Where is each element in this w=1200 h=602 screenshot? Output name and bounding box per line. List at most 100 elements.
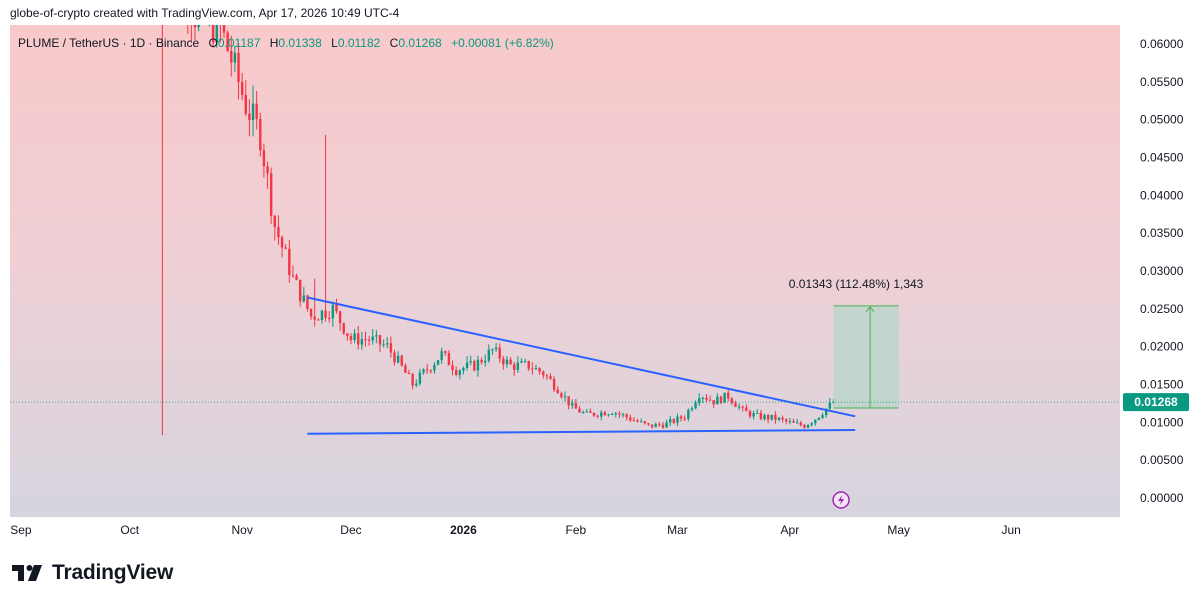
candle-body: [781, 417, 784, 420]
candle-body: [665, 422, 668, 428]
price-chart[interactable]: 0.01343 (112.48%) 1,343 0.06000 0.05500 0.…: [10, 25, 1190, 543]
candle-body: [230, 50, 233, 63]
legend-symbol: PLUME / TetherUS · 1D · Binance: [18, 36, 200, 50]
candle-body: [632, 420, 636, 422]
current-price-badge: [1123, 393, 1189, 412]
time-tick-label: Jun: [1001, 523, 1020, 537]
candle-body: [574, 403, 578, 409]
candle-body: [491, 349, 494, 351]
candle-body: [516, 362, 520, 370]
candle-body: [647, 423, 650, 425]
candle-body: [716, 396, 719, 405]
candle-body: [563, 396, 567, 398]
tradingview-logo[interactable]: TradingView: [12, 558, 173, 588]
chart-background: [10, 25, 1190, 543]
candle-body: [785, 419, 788, 422]
candle-body: [393, 352, 396, 363]
candle-body: [719, 396, 723, 403]
candle-body: [723, 392, 726, 403]
legend-low: 0.01182: [337, 36, 381, 50]
price-tick-label: 0.02000: [1140, 340, 1184, 354]
candle-body: [618, 413, 621, 415]
candle-body: [774, 414, 777, 420]
candle-body: [487, 349, 491, 361]
candle-body: [266, 166, 269, 174]
candle-body: [821, 415, 824, 418]
chart-area[interactable]: 0.01343 (112.48%) 1,343 0.06000 0.05500 0.…: [10, 25, 1190, 543]
candle-body: [248, 113, 251, 121]
price-axis-bg: [1120, 25, 1190, 543]
candle-body: [730, 398, 734, 404]
price-tick-label: 0.06000: [1140, 37, 1184, 51]
legend-close-label: C: [389, 36, 399, 50]
candle-body: [763, 415, 766, 420]
candle-body: [672, 419, 676, 423]
candle-body: [777, 417, 781, 420]
price-tick-label: 0.05500: [1140, 75, 1184, 89]
candle-body: [552, 379, 556, 390]
candle-body: [483, 360, 487, 363]
candle-body: [643, 421, 647, 424]
candle-body: [415, 383, 418, 386]
legend-change: +0.00081 (+6.82%): [451, 36, 554, 50]
candle-body: [658, 423, 661, 425]
candle-body: [382, 344, 385, 346]
candle-body: [824, 408, 828, 416]
time-tick-label: Oct: [120, 523, 139, 537]
candle-body: [629, 417, 632, 421]
candle-body: [668, 419, 672, 423]
candle-body: [396, 355, 400, 363]
candle-body: [650, 424, 654, 428]
candle-body: [233, 52, 237, 63]
candle-body: [226, 32, 229, 51]
candle-body: [469, 361, 472, 363]
candle-body: [523, 360, 527, 362]
candle-body: [473, 361, 476, 371]
candle-body: [636, 420, 639, 422]
candle-body: [476, 359, 480, 371]
candles: [161, 25, 835, 436]
legend-high-label: H: [269, 36, 279, 50]
candle-body: [571, 403, 574, 406]
candle-body: [371, 336, 374, 341]
candle-body: [621, 414, 625, 416]
candle-body: [193, 25, 197, 28]
candle-body: [498, 347, 501, 359]
candle-body: [349, 335, 353, 340]
time-tick-label: Apr: [781, 523, 800, 537]
legend-close: 0.01268: [398, 36, 442, 50]
candle-body: [741, 406, 744, 408]
candle-body: [690, 408, 694, 410]
candle-body: [708, 399, 712, 401]
projection-label: 0.01343 (112.48%) 1,343: [789, 277, 924, 291]
candle-body: [756, 412, 759, 414]
candle-body: [814, 419, 817, 424]
drawings: 0.01343 (112.48%) 1,343: [10, 277, 1120, 509]
candle-body: [494, 347, 498, 350]
candle-body: [422, 369, 425, 373]
tradingview-logo-icon: [12, 565, 42, 581]
candle-body: [418, 372, 422, 384]
candle-body: [407, 372, 411, 374]
candle-body: [792, 421, 795, 423]
candle-body: [429, 370, 432, 372]
price-tick-label: 0.05000: [1140, 113, 1184, 127]
candle-body: [313, 316, 316, 320]
candle-body: [676, 416, 679, 423]
candle-body: [458, 370, 462, 375]
candle-body: [251, 103, 255, 121]
candle-body: [269, 173, 273, 216]
candle-body: [480, 359, 483, 363]
candle-body: [549, 376, 552, 380]
candle-body: [389, 343, 393, 353]
candle-body: [560, 393, 563, 397]
candle-body: [810, 423, 813, 425]
legend-open: 0.01187: [217, 36, 261, 50]
candle-body: [338, 311, 342, 324]
candle-body: [737, 406, 741, 408]
time-tick-label: 2026: [450, 523, 477, 537]
candle-body: [222, 25, 226, 33]
candle-body: [240, 81, 244, 95]
candle-body: [610, 414, 614, 416]
legend-low-label: L: [331, 36, 338, 50]
